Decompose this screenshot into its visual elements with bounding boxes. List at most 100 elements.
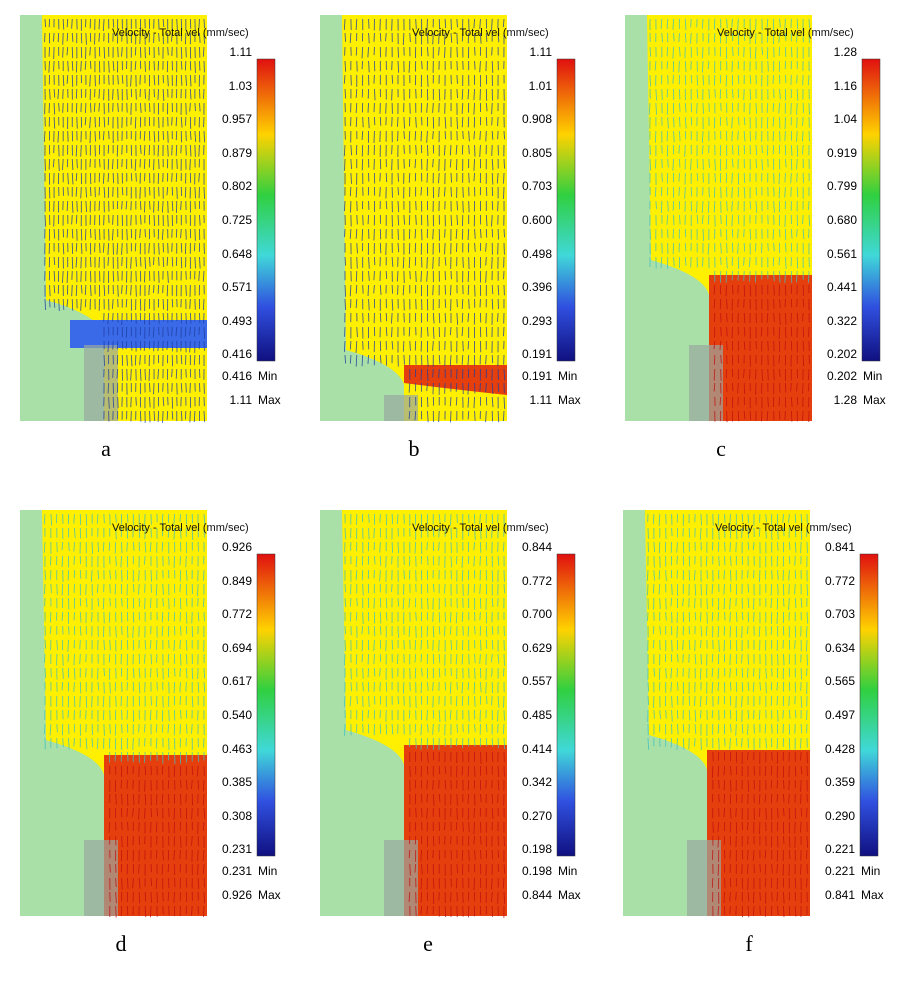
color-scale-tick: 1.16: [833, 78, 857, 93]
color-scale-tick: 0.293: [521, 313, 552, 328]
max-label: Max: [258, 888, 281, 902]
color-scale-tick: 0.772: [521, 573, 552, 588]
max-row: 1.11 Max: [206, 393, 290, 409]
legend-title: Velocity - Total vel (mm/sec): [715, 522, 852, 534]
panel-caption: b: [408, 436, 420, 461]
die-insert: [84, 840, 118, 916]
color-scale-tick: 0.802: [221, 179, 252, 194]
color-scale-tick: 0.700: [521, 607, 552, 622]
velocity-panel-d: Velocity - Total vel (mm/sec) 0.926 0.849 0…: [20, 510, 290, 920]
velocity-vectors: [43, 513, 206, 918]
flow-field-f: [623, 510, 879, 918]
legend-title: Velocity - Total vel (mm/sec): [112, 522, 249, 534]
color-scale-tick: 1.28: [833, 45, 857, 59]
panel-caption: a: [101, 436, 111, 461]
velocity-panel-c: Velocity - Total vel (mm/sec) 1.28 1.16 1.0…: [625, 15, 895, 425]
max-row: 0.841 Max: [809, 888, 893, 904]
color-scale-tick: 0.694: [221, 640, 252, 655]
flow-front: [404, 365, 507, 395]
color-scale-bar: [256, 58, 276, 362]
color-scale-tick: 0.799: [826, 179, 857, 194]
color-scale-tick: 0.385: [221, 775, 252, 790]
color-scale-tick: 0.957: [221, 112, 252, 127]
min-label: Min: [558, 864, 578, 878]
color-scale-tick: 0.231: [221, 842, 252, 857]
color-scale-tick: 0.322: [826, 313, 857, 328]
color-scale-tick: 0.342: [521, 775, 552, 790]
color-scale-tick: 0.680: [826, 213, 857, 227]
max-row: 1.28 Max: [811, 393, 895, 409]
color-scale-tick: 0.463: [221, 741, 252, 756]
die-insert: [687, 840, 721, 916]
color-scale-tick: 1.01: [528, 78, 552, 93]
flow-field-c: [625, 15, 881, 423]
color-scale-tick: 0.561: [826, 246, 857, 261]
color-scale-tick: 0.565: [824, 674, 855, 689]
die-insert: [84, 345, 118, 421]
color-scale-tick: 0.703: [521, 179, 552, 194]
min-label: Min: [861, 864, 881, 878]
velocity-panel-e: Velocity - Total vel (mm/sec) 0.844 0.772 0…: [320, 510, 590, 920]
max-label: Max: [558, 393, 581, 407]
color-scale-tick: 0.926: [221, 540, 252, 554]
legend-title: Velocity - Total vel (mm/sec): [412, 27, 549, 39]
min-label: Min: [258, 369, 278, 383]
velocity-panel-b: Velocity - Total vel (mm/sec) 1.11 1.01 0.9…: [320, 15, 590, 425]
color-scale-tick: 0.805: [521, 145, 552, 160]
flow-field-a: [20, 15, 276, 423]
color-scale-tick: 0.308: [221, 808, 252, 823]
color-scale-tick: 0.441: [826, 280, 857, 295]
min-row: 0.202 Min: [811, 369, 895, 385]
panel-caption: c: [716, 436, 726, 461]
color-scale-bar: [859, 553, 879, 857]
color-scale-tick: 0.725: [221, 213, 252, 227]
min-value: 0.221: [824, 864, 855, 878]
color-scale-tick: 0.600: [521, 213, 552, 227]
max-value: 0.926: [221, 888, 252, 902]
color-scale-tick: 0.617: [221, 674, 252, 689]
high-speed-region: [404, 745, 507, 916]
color-scale-tick: 1.03: [228, 78, 252, 93]
color-scale-tick: 0.202: [826, 347, 857, 362]
color-scale-tick: 0.497: [824, 708, 855, 722]
color-scale-tick: 0.879: [221, 145, 252, 160]
color-scale-tick: 0.270: [521, 808, 552, 823]
min-row: 0.231 Min: [206, 864, 290, 880]
color-scale-tick: 0.414: [521, 741, 552, 756]
min-row: 0.221 Min: [809, 864, 893, 880]
color-scale-tick: 0.416: [221, 347, 252, 362]
panel-caption: e: [423, 931, 433, 956]
velocity-vectors: [343, 18, 506, 423]
min-label: Min: [558, 369, 578, 383]
min-value: 0.191: [521, 369, 552, 383]
flow-field-e: [320, 510, 576, 918]
color-scale-tick: 0.540: [221, 708, 252, 722]
velocity-vectors: [43, 18, 206, 423]
min-row: 0.191 Min: [506, 369, 590, 385]
color-scale-tick: 0.844: [521, 540, 552, 554]
color-scale-bar: [556, 553, 576, 857]
flow-front: [70, 320, 207, 348]
fluid-region: [42, 15, 207, 421]
legend-title: Velocity - Total vel (mm/sec): [412, 522, 549, 534]
color-scale-tick: 0.703: [824, 607, 855, 622]
color-scale-tick: 0.498: [521, 246, 552, 261]
color-scale-tick: 0.493: [221, 313, 252, 328]
color-scale-bar: [256, 553, 276, 857]
color-scale-tick: 0.290: [824, 808, 855, 823]
color-scale-tick: 0.485: [521, 708, 552, 722]
die-insert: [689, 345, 723, 421]
color-scale-tick: 0.772: [824, 573, 855, 588]
min-value: 0.198: [521, 864, 552, 878]
color-scale-tick: 0.772: [221, 607, 252, 622]
color-scale-bar: [556, 58, 576, 362]
max-row: 0.926 Max: [206, 888, 290, 904]
min-row: 0.198 Min: [506, 864, 590, 880]
max-value: 0.844: [521, 888, 552, 902]
flow-field-d: [20, 510, 276, 918]
min-label: Min: [258, 864, 278, 878]
max-value: 0.841: [824, 888, 855, 902]
max-label: Max: [558, 888, 581, 902]
min-value: 0.416: [221, 369, 252, 383]
max-value: 1.11: [229, 393, 252, 407]
